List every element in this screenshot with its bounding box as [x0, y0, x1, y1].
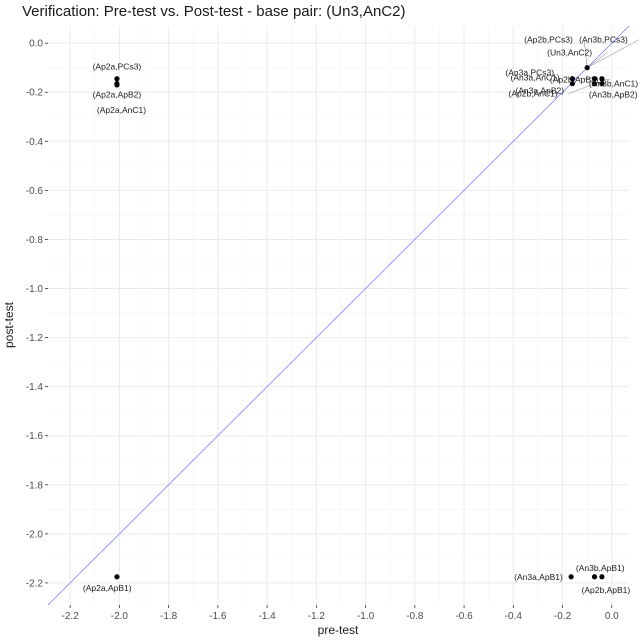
point-label: (Ap2a,ApB2)	[93, 90, 142, 100]
y-tick-label: -1.6	[26, 431, 44, 442]
x-tick-label: -0.2	[554, 611, 572, 622]
point-label: (An3b,ApB1)	[576, 563, 625, 573]
data-point	[569, 76, 575, 82]
point-label: (Ap2b,PCs3)	[524, 35, 573, 45]
point-label: (Ap2a,AnC1)	[97, 105, 146, 115]
point-label: (Ap2b,ApB1)	[582, 585, 631, 595]
x-tick-label: -1.0	[357, 611, 375, 622]
x-tick-label: -0.8	[406, 611, 424, 622]
point-label: (An3a,AnC1)	[511, 73, 560, 83]
y-tick-label: -1.4	[26, 382, 44, 393]
x-tick-label: -1.2	[308, 611, 326, 622]
y-tick-label: -2.2	[26, 578, 44, 589]
data-point	[568, 574, 574, 580]
data-point	[591, 76, 598, 82]
point-label: (Ap2a,ApB1)	[83, 583, 132, 593]
y-tick-label: -0.6	[26, 186, 44, 197]
x-tick-label: -2.0	[111, 611, 129, 622]
point-label: (Un3,AnC2)	[547, 48, 592, 58]
chart-title: Verification: Pre-test vs. Post-test - b…	[22, 3, 406, 20]
x-tick-label: -2.2	[62, 611, 80, 622]
y-tick-label: -1.0	[26, 284, 44, 295]
point-label: (Ap2b,AnC1)	[509, 89, 558, 99]
data-point	[114, 574, 120, 580]
label-leader-lines	[568, 39, 640, 94]
leader-line	[586, 52, 608, 68]
tick-labels: -2.2 -2.0 -1.8 -1.6 -1.4 -1.2 -1.0 -0.8 -0.6 -0.4…	[26, 39, 619, 622]
point-label: (An3a,PCs3)	[505, 68, 554, 78]
point-label: (An3b,ApB2)	[589, 90, 638, 100]
data-point	[591, 574, 598, 580]
point-label: (An3a,ApB1)	[514, 572, 563, 582]
point-label: (An3b,AnC1)	[589, 79, 638, 89]
reference-line-group	[47, 25, 630, 606]
point-label: (Ap2a,PCs3)	[93, 62, 142, 72]
y-tick-label: -0.4	[26, 137, 44, 148]
point-label: (An3a,ApB2)	[515, 86, 564, 96]
y-tick-label: 0.0	[29, 39, 43, 50]
data-point	[591, 81, 598, 87]
x-tick-label: -0.6	[455, 611, 473, 622]
grid	[48, 26, 629, 605]
x-tick-label: -1.8	[160, 611, 178, 622]
y-axis-title: post-test	[2, 301, 16, 348]
x-axis-title: pre-test	[318, 623, 359, 637]
point-label: (An3b,PCs3)	[579, 35, 628, 45]
leader-line	[587, 39, 640, 68]
x-tick-label: -1.4	[258, 611, 276, 622]
y-tick-label: -0.2	[26, 88, 44, 99]
data-point	[114, 76, 120, 82]
data-points	[114, 65, 605, 580]
y-tick-label: -1.2	[26, 333, 44, 344]
data-point	[569, 81, 575, 87]
y-tick-label: -2.0	[26, 529, 44, 540]
x-tick-label: -1.6	[209, 611, 227, 622]
y-tick-label: -1.8	[26, 480, 44, 491]
data-point	[599, 81, 605, 87]
point-label: (Ap2b,ApB2)	[550, 75, 599, 85]
data-point	[599, 76, 605, 82]
x-tick-label: -0.4	[505, 611, 523, 622]
leader-line	[568, 83, 595, 94]
point-labels: (Ap2a,PCs3) (Ap2a,ApB2) (Ap2a,AnC1) (Ap2b,P…	[83, 35, 638, 595]
data-point	[114, 82, 120, 88]
y-tick-label: -0.8	[26, 235, 44, 246]
leader-line	[583, 39, 588, 68]
identity-line	[47, 25, 630, 606]
data-point	[599, 574, 605, 580]
x-tick-label: 0.0	[605, 611, 619, 622]
data-point	[584, 65, 590, 71]
